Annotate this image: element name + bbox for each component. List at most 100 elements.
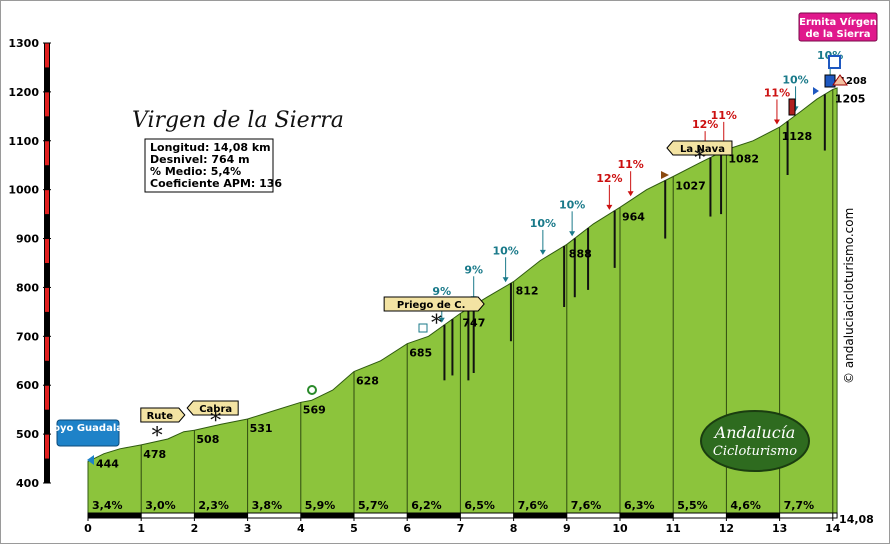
elevation-label: 964 [622,210,645,223]
la-nava-sign-box [666,140,733,156]
elevation-label: 508 [196,433,219,446]
steep-gradient-arrowhead [438,317,445,323]
x-tick-label: 9 [563,522,571,535]
steep-gradient-arrowhead [502,277,509,283]
parking-icon [824,74,836,88]
elevation-label: 531 [250,422,273,435]
x-tick-label: 3 [244,522,252,535]
y-axis-red-segment [45,287,49,312]
steep-gradient-arrowhead [773,119,780,125]
y-axis-red-segment [45,189,49,215]
cabra-sign-box [186,400,239,416]
distance-band-segment [407,513,461,518]
stats-box-frame [144,138,274,193]
steep-gradient-label: 11% [711,109,737,122]
stat-desnivel: Desnivel: 764 m [150,153,250,166]
y-tick-label: 800 [16,281,39,294]
y-tick-label: 1300 [8,37,39,50]
distance-band-segment [194,513,248,518]
elevation-label: 478 [143,448,166,461]
km-gradient-label: 2,3% [198,499,229,512]
km-gradient-label: 4,6% [730,499,761,512]
elevation-label: 569 [303,403,326,416]
y-tick-label: 700 [16,330,39,343]
x-tick-label: 8 [510,522,518,535]
start-sign-label: Arroyo Guadalazar [36,423,141,434]
elevation-label: 812 [516,285,539,298]
summit-sign: Ermita Vírgen de la Sierra [798,12,878,42]
y-tick-label: 1100 [8,135,39,148]
y-axis-red-segment [45,91,49,117]
x-tick-label: 1 [137,522,145,535]
steep-gradient-label: 9% [432,285,451,298]
y-tick-label: 900 [16,233,39,246]
logo-line2: Cicloturismo [713,444,797,459]
km-gradient-label: 7,6% [571,499,602,512]
start-sign: Arroyo Guadalazar [36,419,141,447]
summit-height-label: 1208 [839,76,867,87]
credit-text: © andaluciacicloturismo.com [842,208,856,384]
elevation-label: 1082 [728,153,759,166]
km-gradient-label: 7,6% [518,499,549,512]
y-tick-label: 400 [16,477,39,490]
elevation-label: 1205 [835,92,866,105]
elevation-label: 1027 [675,179,706,192]
x-tick-label: 13 [772,522,787,535]
km-gradient-label: 6,2% [411,499,442,512]
y-tick-label: 600 [16,379,39,392]
distance-band-segment [620,513,674,518]
summit-sign-box [798,12,878,42]
steep-gradient-label: 9% [464,263,483,276]
km-gradient-label: 5,7% [358,499,389,512]
x-tick-label: 12 [719,522,734,535]
junction-star-icon: * [210,409,221,434]
km-gradient-label: 5,9% [305,499,336,512]
stat-medio: % Medio: 5,4% [150,165,241,178]
steep-gradient-arrowhead [539,249,546,255]
x-end-label: 14,08 [839,513,874,526]
x-tick-label: 5 [350,522,358,535]
x-tick-label: 2 [191,522,199,535]
y-tick-label: 1000 [8,184,39,197]
km-gradient-label: 6,5% [464,499,495,512]
steep-gradient-label: 10% [492,244,518,257]
steep-gradient-label: 12% [596,172,622,185]
chart-title: Virgen de la Sierra [132,108,344,133]
start-arrow-icon [87,455,94,465]
direction-arrow-icon [813,87,819,95]
km-gradient-label: 5,5% [677,499,708,512]
distance-band-segment [513,513,567,518]
y-tick-label: 1200 [8,86,39,99]
steep-gradient-arrowhead [606,204,613,210]
elevation-label: 1128 [782,130,813,143]
steep-gradient-arrowhead [627,191,634,197]
elevation-label: 888 [569,247,592,260]
elevation-label: 628 [356,375,379,388]
junction-star-icon: * [694,147,705,172]
la-nava-sign-label: La Nava [680,144,725,155]
y-tick-label: 500 [16,428,39,441]
km-gradient-label: 3,0% [145,499,176,512]
y-axis-red-segment [45,238,49,263]
elevation-label: 747 [462,316,485,329]
shelter-icon [418,323,428,333]
stats-box: Longitud: 14,08 km Desnivel: 764 m % Med… [144,138,282,193]
steep-gradient-label: 11% [764,86,790,99]
x-tick-label: 10 [612,522,628,535]
distance-band-segment [88,513,142,518]
y-axis-red-segment [45,140,49,166]
cabra-sign-label: Cabra [199,404,232,415]
distance-band-segment [300,513,354,518]
priego-sign-box [383,296,485,312]
x-tick-label: 14 [825,522,841,535]
summit-chapel-icon [832,74,848,86]
logo-badge [700,410,810,472]
summit-sign-line1: Ermita Vírgen [799,16,877,28]
tower-icon [788,98,796,116]
rute-sign-box [140,407,186,423]
steep-gradient-label: 10% [559,198,585,211]
junction-star-icon: * [431,311,442,336]
start-sign-box [56,419,120,447]
